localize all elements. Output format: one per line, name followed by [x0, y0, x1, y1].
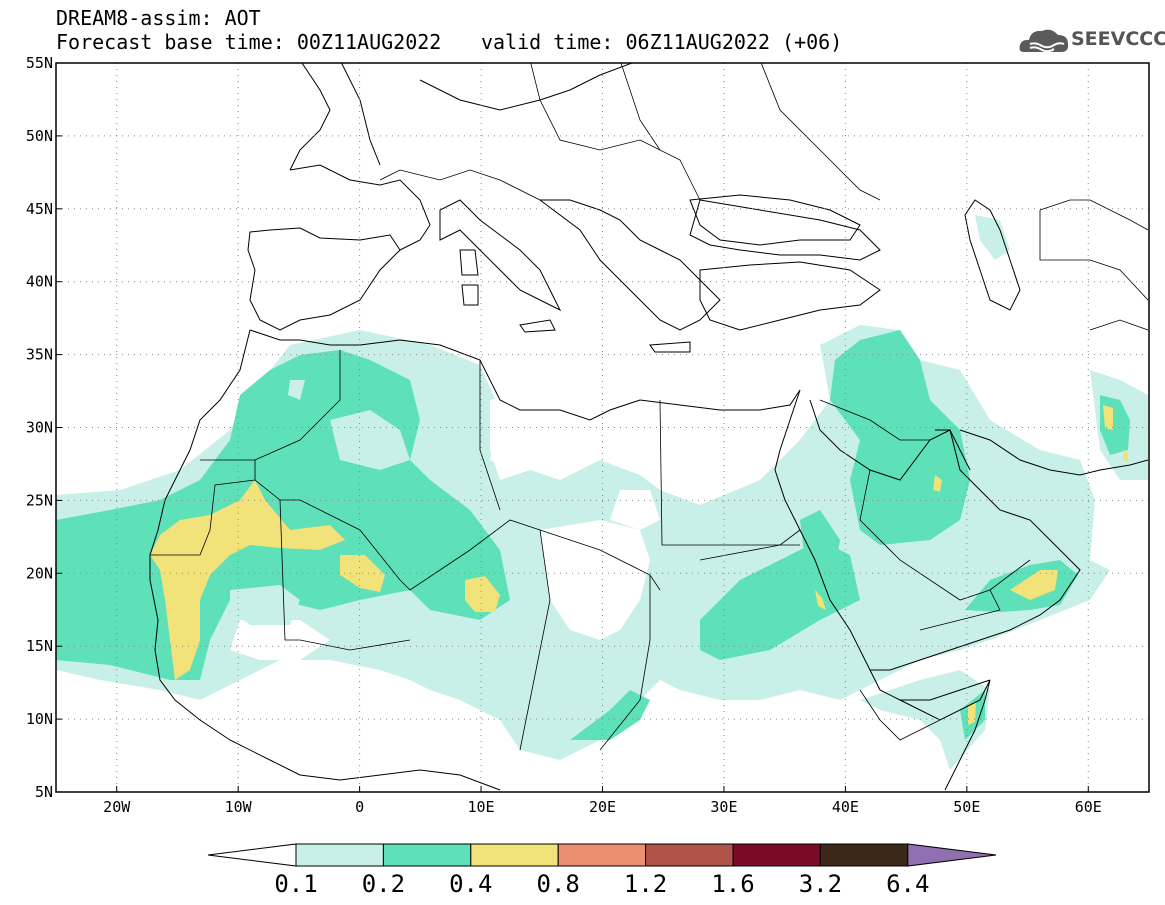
valid-time: valid time: 06Z11AUG2022 (+06)	[481, 30, 843, 54]
cloud-logo-icon	[1019, 29, 1069, 53]
colorbar-level-label: 0.8	[537, 870, 580, 898]
colorbar-segment	[732, 843, 821, 867]
colorbar-segment	[382, 843, 472, 867]
colorbar-level-label: 0.2	[362, 870, 405, 898]
lat-tick-label: 50N	[26, 127, 53, 145]
colorbar-level-label: 1.6	[711, 870, 754, 898]
map-title: DREAM8-assim: AOT	[56, 6, 261, 30]
colorbar-level-label: 1.2	[624, 870, 667, 898]
lat-tick-label: 15N	[26, 637, 53, 655]
colorbar-under-triangle	[207, 843, 297, 867]
lon-tick-label: 10W	[225, 798, 253, 816]
lat-tick-label: 25N	[26, 491, 53, 509]
lat-tick-label: 5N	[35, 783, 53, 801]
colorbar-level-label: 6.4	[886, 870, 929, 898]
aot-field	[56, 215, 1148, 770]
colorbar-over-triangle	[907, 843, 997, 867]
colorbar-segment	[557, 843, 647, 867]
forecast-base-time: Forecast base time: 00Z11AUG2022	[56, 30, 442, 54]
lon-tick-label: 10E	[468, 798, 495, 816]
borders	[150, 63, 1149, 751]
tick-marks	[56, 62, 1089, 793]
colorbar-level-label: 0.1	[274, 870, 317, 898]
lon-tick-label: 20E	[589, 798, 616, 816]
lon-tick-label: 60E	[1075, 798, 1102, 816]
lon-tick-label: 50E	[953, 798, 980, 816]
colorbar-segment	[470, 843, 559, 867]
lat-tick-label: 40N	[26, 273, 53, 291]
lat-tick-label: 20N	[26, 564, 53, 582]
lat-tick-label: 45N	[26, 200, 53, 218]
lon-tick-label: 30E	[710, 798, 737, 816]
colorbar-labels: 0.1 0.2 0.4 0.8 1.2 1.6 3.2 6.4	[274, 870, 929, 898]
lat-tick-label: 35N	[26, 346, 53, 364]
lon-tick-label: 40E	[832, 798, 859, 816]
colorbar-segment	[645, 843, 734, 867]
lon-tick-label: 0	[355, 798, 364, 816]
grid-lines	[56, 63, 1149, 792]
coastlines	[149, 63, 1149, 791]
colorbar-level-label: 0.4	[449, 870, 492, 898]
colorbar-level-label: 3.2	[799, 870, 842, 898]
logo-text: SEEVCCC	[1071, 28, 1165, 50]
colorbar	[207, 843, 997, 867]
lat-tick-label: 55N	[26, 54, 53, 72]
longitude-labels: 20W 10W 0 10E 20E 30E 40E 50E 60E	[103, 798, 1102, 816]
latitude-labels: 55N 50N 45N 40N 35N 30N 25N 20N 15N 10N 5N	[26, 54, 53, 801]
colorbar-segment	[819, 843, 909, 867]
lon-tick-label: 20W	[103, 798, 131, 816]
colorbar-segment	[295, 843, 384, 867]
lat-tick-label: 10N	[26, 710, 53, 728]
lat-tick-label: 30N	[26, 419, 53, 437]
